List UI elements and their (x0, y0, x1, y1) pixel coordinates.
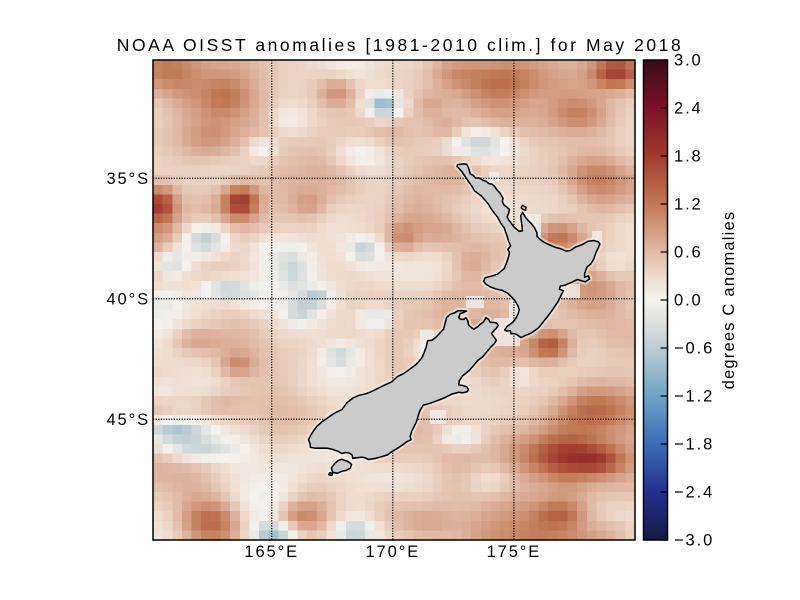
svg-text:3.0: 3.0 (674, 52, 703, 70)
svg-text:35°S: 35°S (106, 170, 150, 188)
svg-text:165°E: 165°E (244, 543, 299, 561)
svg-text:2.4: 2.4 (674, 100, 703, 118)
svg-text:1.2: 1.2 (674, 196, 703, 214)
svg-text:degrees C anomalies: degrees C anomalies (720, 211, 738, 390)
svg-text:NOAA OISST anomalies [1981-201: NOAA OISST anomalies [1981-2010 clim.] f… (117, 35, 683, 55)
svg-text:0.0: 0.0 (674, 292, 703, 310)
svg-text:−0.6: −0.6 (674, 340, 714, 358)
svg-text:−2.4: −2.4 (674, 484, 714, 502)
svg-text:0.6: 0.6 (674, 244, 703, 262)
svg-text:175°E: 175°E (487, 543, 542, 561)
svg-text:−1.2: −1.2 (674, 388, 714, 406)
svg-text:45°S: 45°S (106, 411, 150, 429)
svg-text:−3.0: −3.0 (674, 532, 714, 550)
svg-text:1.8: 1.8 (674, 148, 703, 166)
svg-text:170°E: 170°E (365, 543, 420, 561)
svg-text:−1.8: −1.8 (674, 436, 714, 454)
svg-text:40°S: 40°S (106, 290, 150, 308)
